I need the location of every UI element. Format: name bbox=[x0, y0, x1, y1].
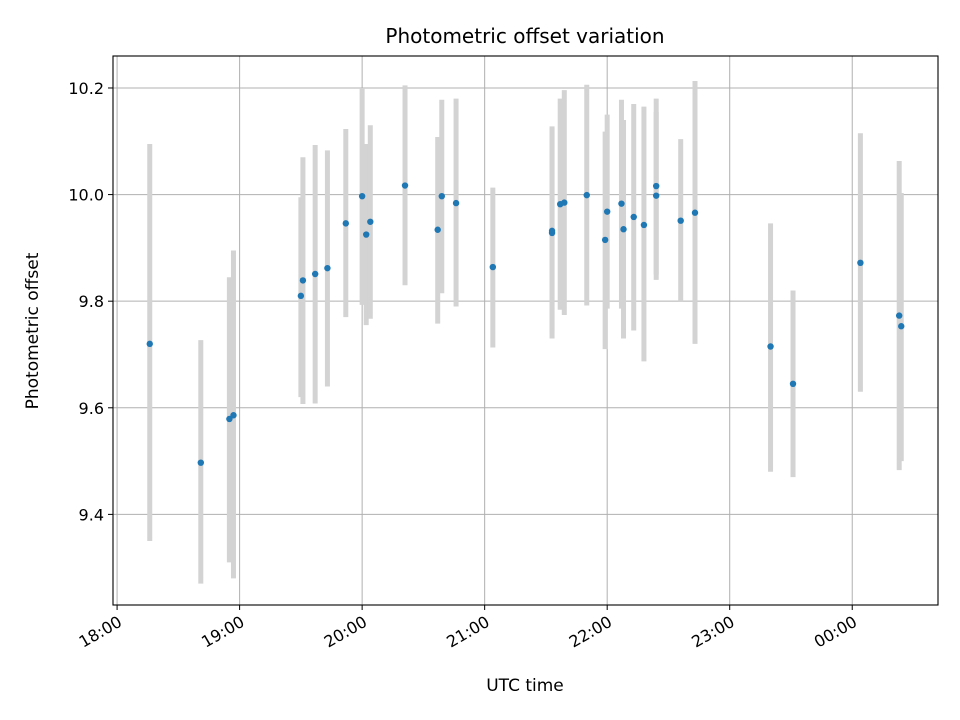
data-points bbox=[146, 182, 905, 466]
data-point bbox=[230, 412, 237, 419]
data-point bbox=[652, 182, 660, 190]
data-point bbox=[677, 217, 684, 224]
data-point bbox=[896, 312, 903, 319]
data-point bbox=[789, 380, 797, 388]
data-point bbox=[324, 264, 331, 272]
data-point bbox=[401, 182, 409, 189]
data-point bbox=[620, 226, 627, 233]
x-axis-label: UTC time bbox=[486, 676, 564, 696]
data-point bbox=[311, 270, 319, 278]
data-point bbox=[767, 343, 774, 350]
data-point bbox=[652, 192, 660, 199]
y-axis: 9.4 9.6 9.8 10.0 10.2 bbox=[68, 79, 113, 524]
data-point bbox=[583, 191, 590, 199]
data-point bbox=[561, 199, 568, 206]
data-point bbox=[146, 340, 153, 348]
data-point bbox=[452, 199, 460, 207]
data-point bbox=[358, 192, 366, 200]
data-point bbox=[548, 227, 556, 235]
data-point bbox=[197, 459, 205, 466]
data-point bbox=[691, 209, 699, 216]
y-tick-label: 10.2 bbox=[68, 79, 104, 98]
data-point bbox=[363, 231, 370, 238]
data-point bbox=[438, 192, 445, 200]
data-point bbox=[898, 323, 905, 330]
data-point bbox=[601, 236, 609, 244]
y-tick-label: 9.8 bbox=[79, 292, 104, 311]
data-point bbox=[630, 213, 637, 221]
data-point bbox=[367, 218, 374, 225]
data-point bbox=[226, 415, 233, 423]
data-point bbox=[434, 226, 441, 233]
data-point bbox=[297, 292, 305, 300]
data-point bbox=[342, 220, 349, 227]
y-tick-label: 9.6 bbox=[79, 399, 104, 418]
y-axis-label: Photometric offset bbox=[23, 252, 43, 409]
data-point bbox=[640, 221, 648, 229]
y-tick-label: 9.4 bbox=[79, 505, 104, 524]
data-point bbox=[299, 277, 307, 284]
chart-title: Photometric offset variation bbox=[385, 24, 664, 48]
plot-frame bbox=[112, 55, 939, 606]
data-point bbox=[489, 263, 497, 271]
data-point bbox=[618, 200, 625, 207]
y-tick-label: 10.0 bbox=[68, 186, 104, 205]
data-point bbox=[603, 208, 611, 215]
data-point bbox=[857, 259, 864, 267]
